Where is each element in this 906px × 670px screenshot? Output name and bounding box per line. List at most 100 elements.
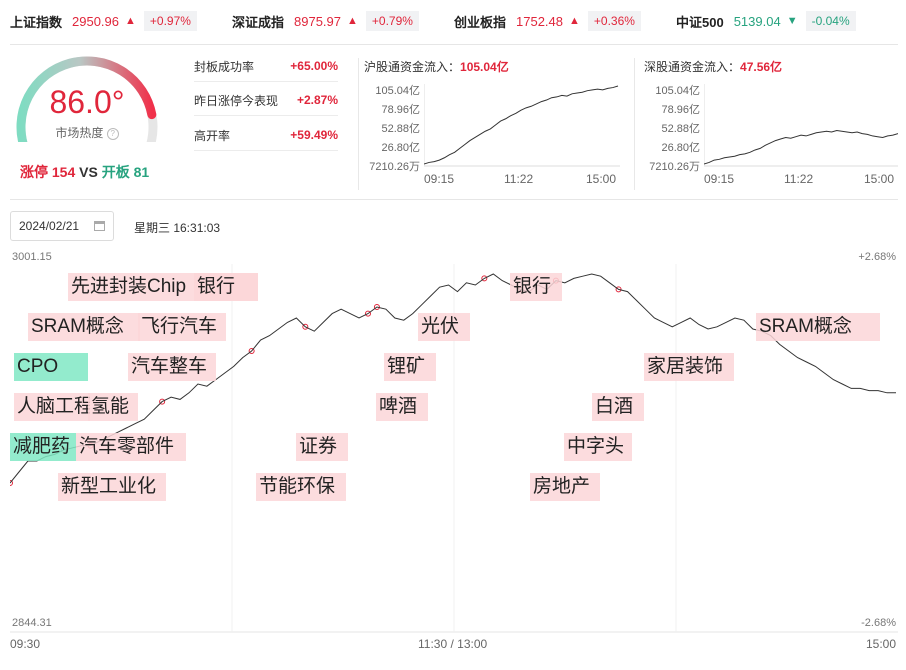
x-tick: 15:00 (586, 172, 617, 186)
index-shanghai[interactable]: 上证指数 2950.96 ▲ +0.97% (10, 8, 197, 34)
limit-up-summary: 涨停 154 VS 开板 81 (20, 162, 149, 182)
calendar-icon[interactable] (94, 221, 105, 231)
index-change: +0.79% (365, 11, 419, 31)
pct-max: +2.68% (858, 251, 896, 263)
sector-tag[interactable]: 白酒 (592, 393, 644, 421)
info-icon[interactable]: ? (106, 127, 119, 140)
divider (634, 58, 635, 190)
flow-value: 47.56亿 (740, 60, 783, 74)
limit-up-count: 154 (51, 164, 76, 180)
flow-title-text: 深股通资金流入： (644, 60, 741, 74)
x-tick: 15:00 (866, 637, 897, 651)
stat-value: +59.49% (290, 128, 338, 142)
heat-label: 市场热度 ? (12, 124, 162, 141)
opened-count: 81 (133, 164, 150, 180)
up-arrow-icon: ▲ (347, 15, 358, 27)
index-name: 中证500 (676, 14, 724, 30)
limit-up-label: 涨停 (20, 164, 48, 180)
date-picker[interactable]: 2024/02/21 (10, 211, 114, 241)
index-name: 深证成指 (232, 14, 285, 30)
sector-tag[interactable]: 银行 (510, 273, 562, 301)
x-tick: 11:30 / 13:00 (418, 637, 488, 651)
sector-tag[interactable]: 氢能 (88, 393, 138, 421)
sector-tag[interactable]: SRAM概念 (756, 313, 880, 341)
index-shenzhen[interactable]: 深证成指 8975.97 ▲ +0.79% (232, 8, 419, 34)
down-arrow-icon: ▼ (786, 15, 798, 27)
vs-text: VS (79, 164, 98, 180)
date-value: 2024/02/21 (19, 219, 80, 233)
sector-tag[interactable]: 人脑工程 (14, 393, 90, 421)
x-tick: 15:00 (864, 172, 895, 186)
up-arrow-icon: ▲ (569, 15, 580, 27)
flow-title-north-sh: 沪股通资金流入：105.04亿 (364, 58, 509, 75)
stat-value: +65.00% (290, 59, 338, 73)
sector-tag[interactable]: 新型工业化 (58, 473, 166, 501)
sector-tag[interactable]: 证券 (296, 433, 348, 461)
index-value: 8975.97 (294, 13, 342, 29)
sector-tag[interactable]: SRAM概念 (28, 313, 140, 341)
x-tick: 09:30 (10, 637, 41, 651)
y-tick: 105.04亿 (375, 85, 420, 97)
flow-chart-sh (424, 84, 620, 167)
opened-label: 开板 (101, 164, 130, 180)
y-tick: 52.88亿 (661, 123, 700, 135)
x-tick: 11:22 (784, 172, 814, 186)
index-chinext[interactable]: 创业板指 1752.48 ▲ +0.36% (454, 8, 641, 34)
flow-value: 105.04亿 (460, 60, 509, 74)
intraday-line (10, 273, 896, 484)
y-tick: 26.80亿 (381, 142, 420, 154)
up-arrow-icon: ▲ (125, 15, 136, 27)
y-tick: 52.88亿 (381, 123, 420, 135)
stat-seal-rate: 封板成功率 +65.00% (194, 51, 338, 82)
stat-label: 高开率 (194, 128, 231, 143)
index-change: -0.04% (805, 11, 856, 31)
index-change: +0.36% (587, 11, 641, 31)
sector-tag[interactable]: 房地产 (530, 473, 600, 501)
sector-tag[interactable]: 汽车整车 (128, 353, 216, 381)
y-tick: 7210.26万 (649, 161, 700, 173)
heat-gauge (16, 56, 158, 142)
heat-label-text: 市场热度 (55, 126, 104, 140)
weekday-time: 星期三 16:31:03 (134, 221, 221, 235)
index-value: 2950.96 (72, 13, 120, 29)
stat-value: +2.87% (296, 93, 338, 107)
divider (10, 199, 898, 200)
divider (10, 44, 898, 45)
sector-tag[interactable]: 光伏 (418, 313, 470, 341)
y-tick: 26.80亿 (661, 142, 700, 154)
stat-label: 封板成功率 (194, 59, 255, 74)
x-tick: 09:15 (704, 172, 735, 186)
sector-tag[interactable]: 节能环保 (256, 473, 346, 501)
flow-chart-sz (704, 84, 898, 167)
index-csi500[interactable]: 中证500 5139.04 ▼ -0.04% (676, 8, 856, 34)
sector-tag[interactable]: CPO (14, 353, 88, 381)
x-tick: 09:15 (424, 172, 455, 186)
heat-value: 86.0° (49, 84, 125, 120)
sector-tag[interactable]: 银行 (194, 273, 258, 301)
pct-min: -2.68% (861, 617, 896, 629)
y-tick: 105.04亿 (655, 85, 700, 97)
y-tick: 7210.26万 (369, 161, 420, 173)
flow-line (424, 85, 619, 165)
sector-tag[interactable]: 减肥药 (10, 433, 76, 461)
stat-label: 昨日涨停今表现 (194, 93, 279, 108)
flow-title-north-sz: 深股通资金流入：47.56亿 (644, 58, 782, 75)
sector-tag[interactable]: 飞行汽车 (138, 313, 226, 341)
index-value: 1752.48 (516, 13, 564, 29)
y-max: 3001.15 (12, 251, 52, 263)
y-tick: 78.96亿 (661, 104, 700, 116)
index-name: 创业板指 (454, 14, 507, 30)
y-min: 2844.31 (12, 617, 52, 629)
divider (358, 58, 359, 190)
index-change: +0.97% (143, 11, 197, 31)
sector-tag[interactable]: 家居装饰 (644, 353, 734, 381)
y-tick: 78.96亿 (381, 104, 420, 116)
index-name: 上证指数 (10, 14, 63, 30)
sector-tag[interactable]: 啤酒 (376, 393, 428, 421)
x-tick: 11:22 (504, 172, 534, 186)
flow-line (704, 129, 898, 165)
sector-tag[interactable]: 汽车零部件 (76, 433, 186, 461)
flow-title-text: 沪股通资金流入： (364, 60, 461, 74)
sector-tag[interactable]: 锂矿 (384, 353, 436, 381)
sector-tag[interactable]: 中字头 (564, 433, 632, 461)
